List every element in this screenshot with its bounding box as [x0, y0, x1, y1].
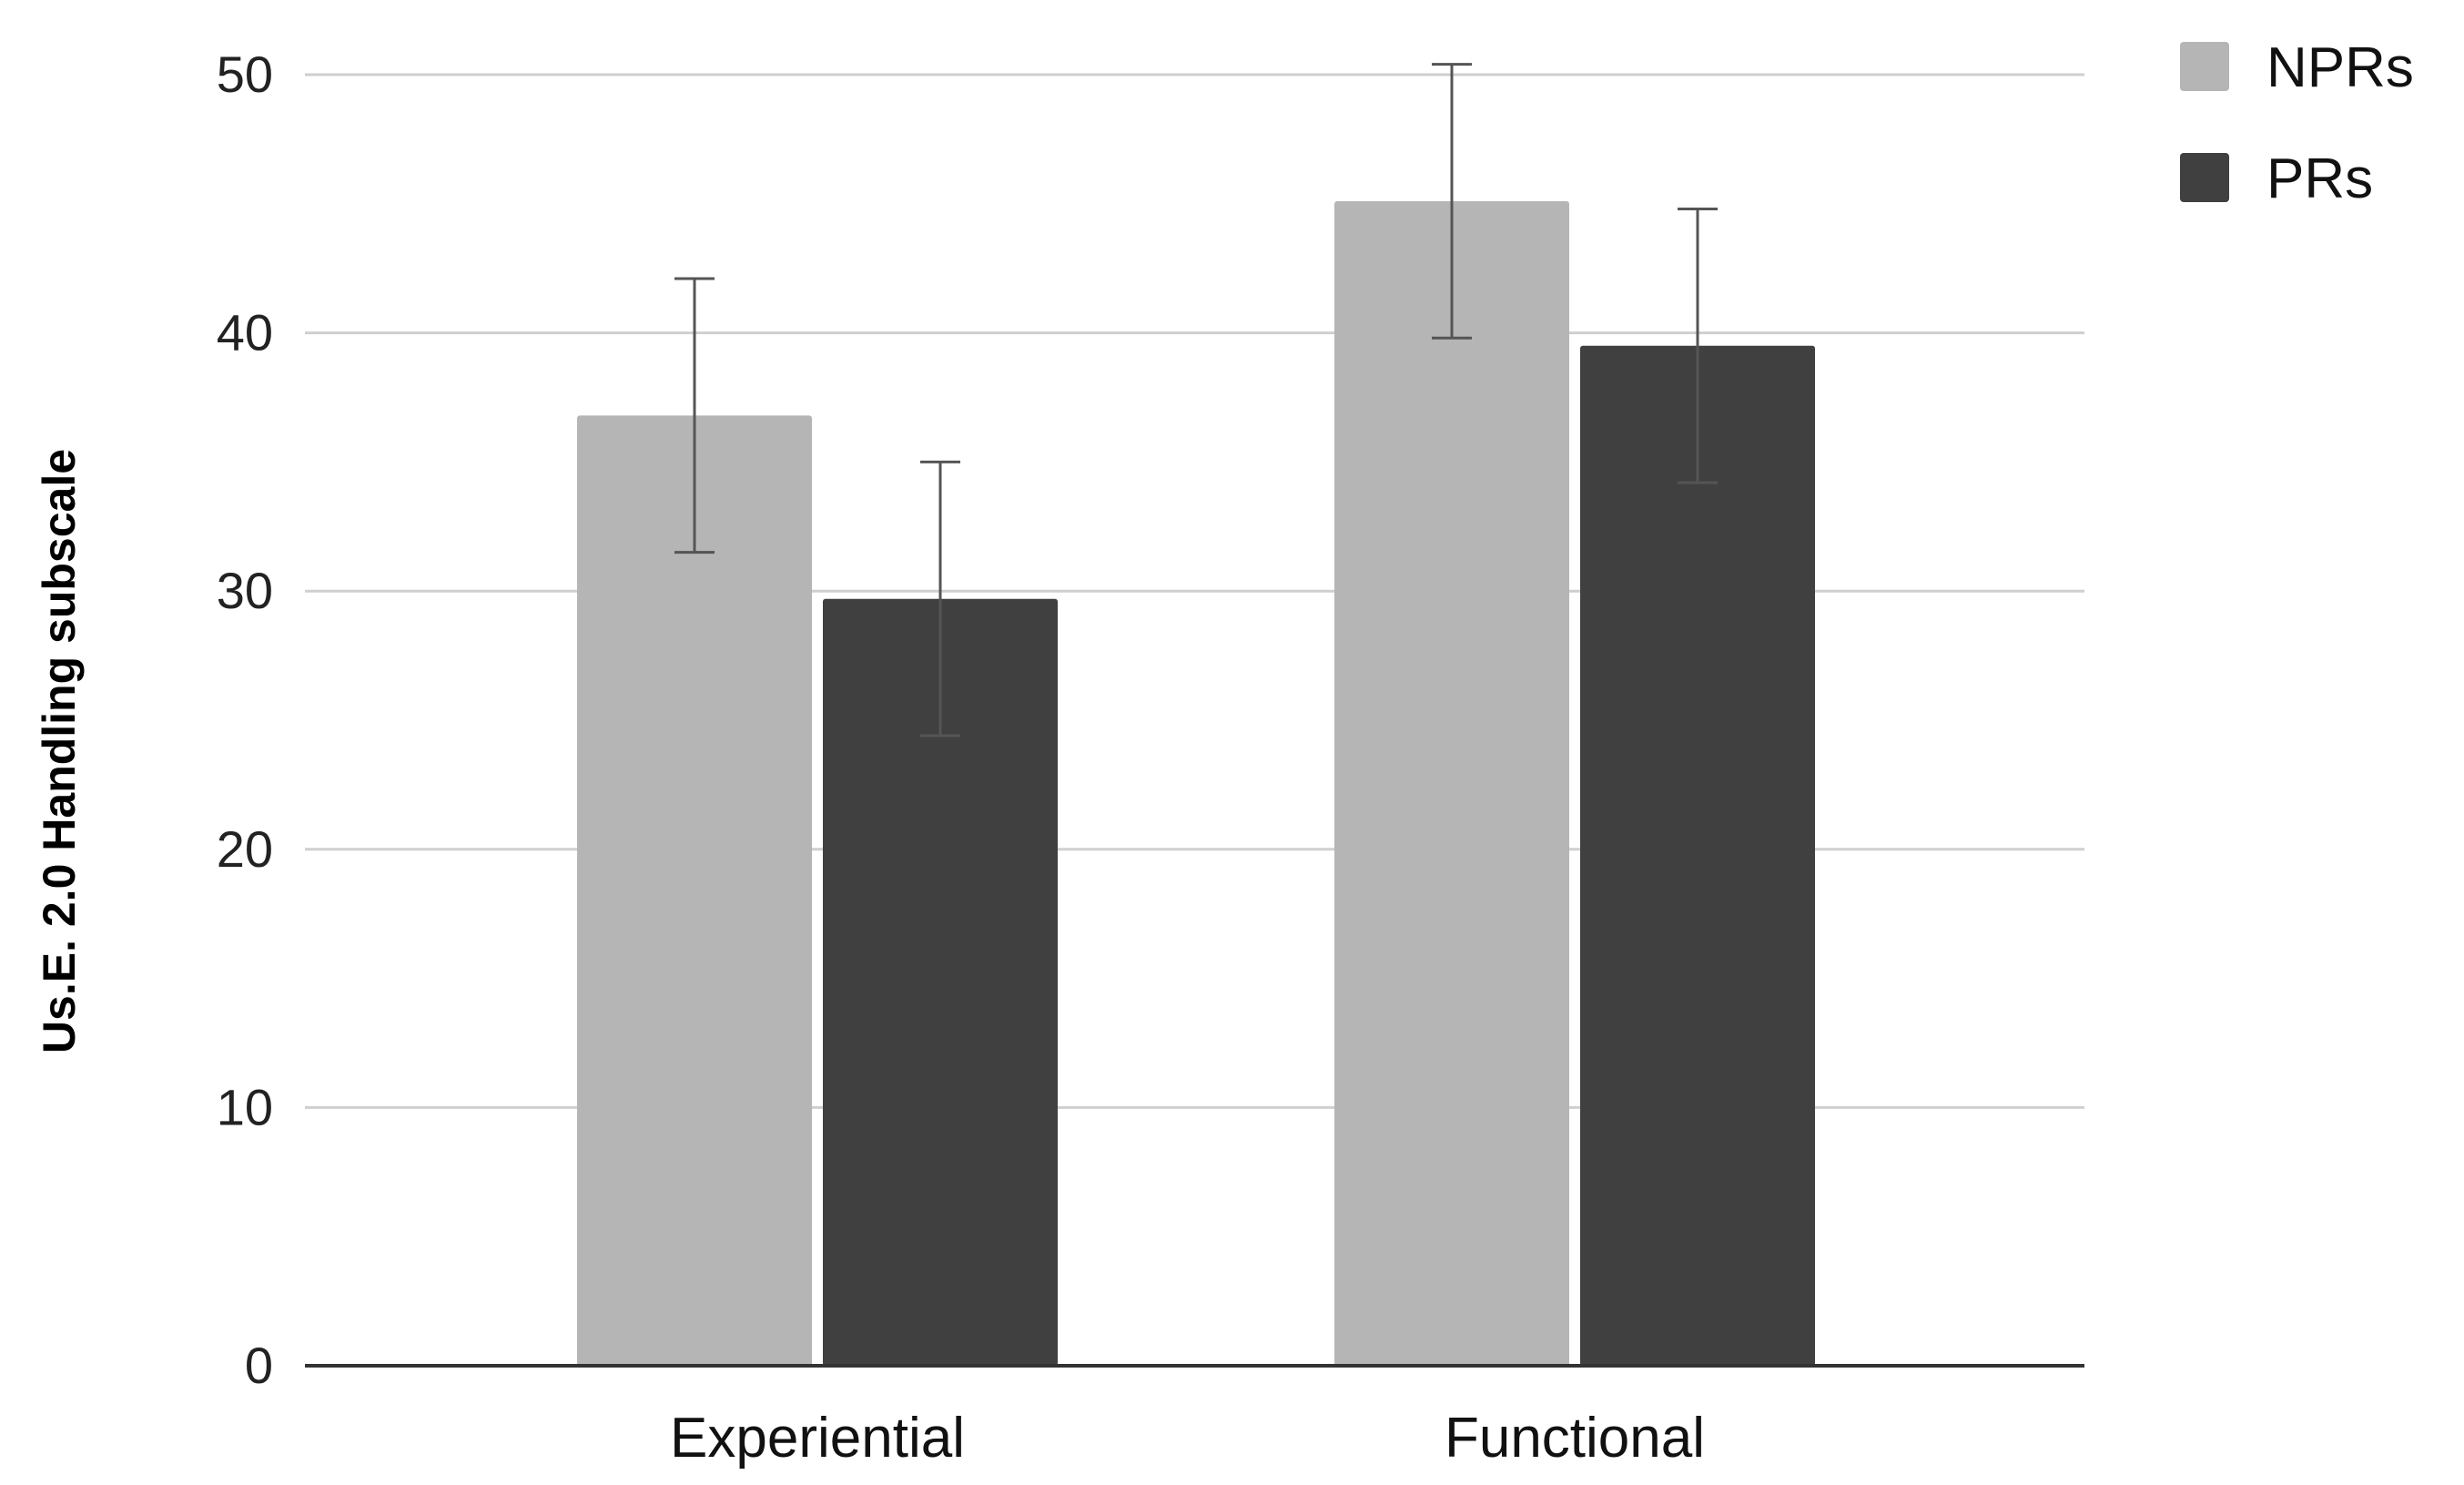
legend-swatch-prs	[2180, 153, 2229, 202]
y-tick-label: 40	[217, 304, 273, 361]
y-tick-label: 20	[217, 820, 273, 878]
error-bar-prs-functional	[1678, 207, 1718, 484]
x-tick-label-experiential: Experiential	[670, 1407, 965, 1470]
gridlines	[305, 73, 2084, 1109]
error-bar-nprs-functional	[1432, 63, 1472, 340]
bar-nprs-functional	[1334, 200, 1569, 1367]
error-bar-nprs-experiential	[674, 277, 715, 554]
y-tick-label: 50	[217, 46, 273, 103]
legend-label-nprs: NPRs	[2266, 36, 2414, 99]
y-tick-label: 0	[245, 1337, 273, 1394]
bar-prs-experiential	[823, 598, 1058, 1366]
legend-item-prs: PRs	[2180, 147, 2373, 210]
legend-swatch-nprs	[2180, 42, 2229, 91]
error-bars	[674, 63, 1718, 737]
legend-label-prs: PRs	[2266, 147, 2373, 210]
legend-item-nprs: NPRs	[2180, 36, 2414, 99]
y-tick-label: 30	[217, 562, 273, 619]
bar-prs-functional	[1580, 345, 1815, 1366]
bars	[577, 200, 1815, 1367]
y-axis-label: Us.E. 2.0 Handling subscale	[34, 449, 85, 1053]
bar-nprs-experiential	[577, 415, 812, 1366]
y-tick-label: 10	[217, 1078, 273, 1135]
legend: NPRs PRs	[2180, 36, 2414, 210]
x-tick-label-functional: Functional	[1445, 1407, 1705, 1470]
error-bar-prs-experiential	[920, 460, 960, 737]
axes: 0 10 20 30 40 50 Experiential Functional	[217, 46, 2084, 1470]
